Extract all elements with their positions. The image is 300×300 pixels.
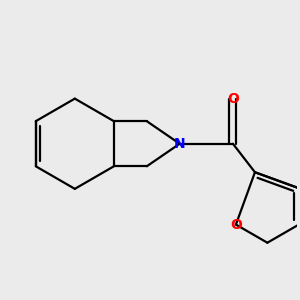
Text: O: O (230, 218, 242, 232)
Text: N: N (174, 137, 185, 151)
Text: O: O (227, 92, 239, 106)
